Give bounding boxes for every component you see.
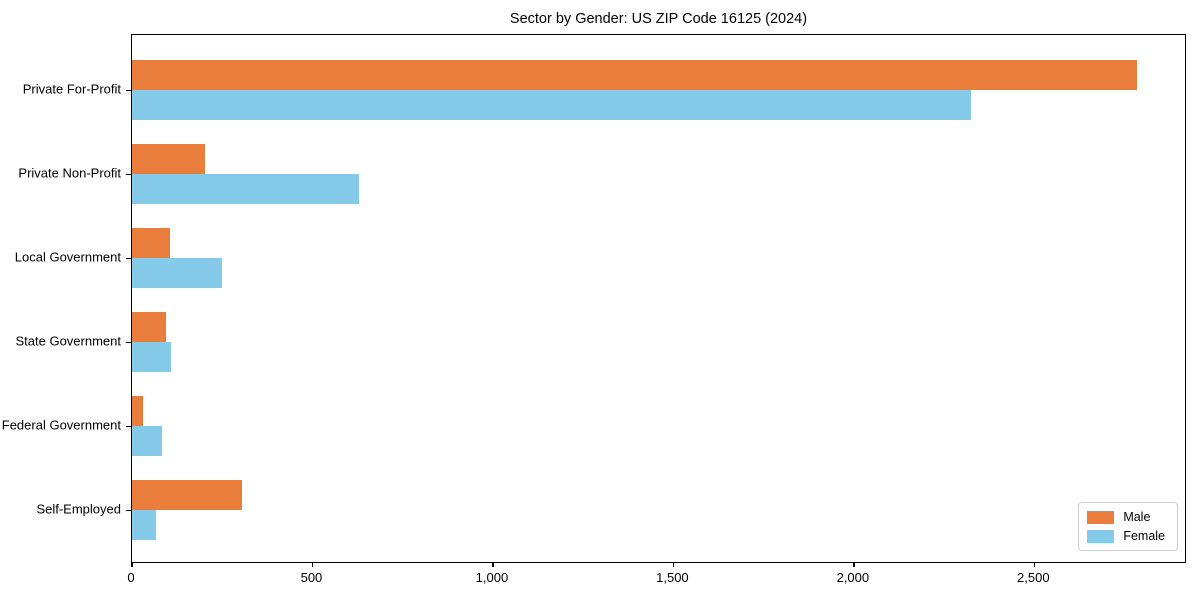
- plot-area: Male Female: [126, 34, 1186, 567]
- y-axis-label-self-employed: Self-Employed: [36, 501, 121, 517]
- legend-swatch-male: [1087, 510, 1115, 524]
- y-axis-label-local-government: Local Government: [14, 249, 121, 265]
- x-axis-tick-label: 2,000: [836, 570, 870, 585]
- chart-title: Sector by Gender: US ZIP Code 16125 (202…: [509, 11, 808, 27]
- bar-female-private-for-profit: [132, 90, 971, 120]
- x-axis-tick: [492, 562, 494, 567]
- legend: Male Female: [1078, 502, 1178, 551]
- bar-female-state-government: [132, 342, 171, 372]
- legend-item-female: Female: [1087, 529, 1165, 543]
- y-axis-tick: [126, 509, 132, 511]
- y-axis-tick: [126, 173, 132, 175]
- bar-male-federal-government: [132, 396, 144, 426]
- x-axis-labels: 0 500 1,000 1,500 2,000 2,500: [127, 570, 1186, 590]
- y-axis-label-private-non-profit: Private Non-Profit: [18, 165, 121, 181]
- bar-male-private-for-profit: [132, 60, 1137, 90]
- y-axis-tick: [126, 257, 132, 259]
- x-axis-tick-label: 1,500: [656, 570, 689, 585]
- x-axis-tick: [672, 562, 675, 567]
- x-axis-tick-label: 1,000: [475, 570, 509, 585]
- legend-swatch-female: [1087, 529, 1115, 543]
- x-axis-tick: [853, 562, 855, 567]
- x-axis-tick-label: 0: [127, 570, 135, 585]
- y-axis-label-state-government: State Government: [15, 333, 122, 349]
- bar-male-self-employed: [132, 480, 243, 510]
- y-axis-tick: [126, 341, 132, 343]
- legend-label-male: Male: [1123, 510, 1151, 524]
- bar-female-federal-government: [132, 426, 162, 456]
- legend-label-female: Female: [1123, 529, 1165, 543]
- y-axis-label-private-for-profit: Private For-Profit: [22, 81, 121, 97]
- x-axis-tick-label: 500: [300, 570, 323, 585]
- bar-female-local-government: [132, 258, 222, 288]
- y-axis-label-federal-government: Federal Government: [1, 417, 121, 433]
- bar-male-private-non-profit: [132, 144, 205, 174]
- bar-female-private-non-profit: [132, 174, 359, 204]
- bar-female-self-employed: [132, 510, 156, 540]
- y-axis-labels: Private For-Profit Private Non-Profit Loca…: [0, 34, 131, 563]
- x-axis-tick: [131, 562, 133, 567]
- legend-item-male: Male: [1087, 510, 1165, 524]
- x-axis-tick: [1033, 562, 1035, 567]
- bar-male-state-government: [132, 312, 166, 342]
- x-axis-tick: [311, 562, 314, 567]
- y-axis-tick: [126, 425, 132, 427]
- bar-male-local-government: [132, 228, 171, 258]
- y-axis-tick: [126, 89, 132, 91]
- x-axis-tick-label: 2,500: [1017, 570, 1050, 585]
